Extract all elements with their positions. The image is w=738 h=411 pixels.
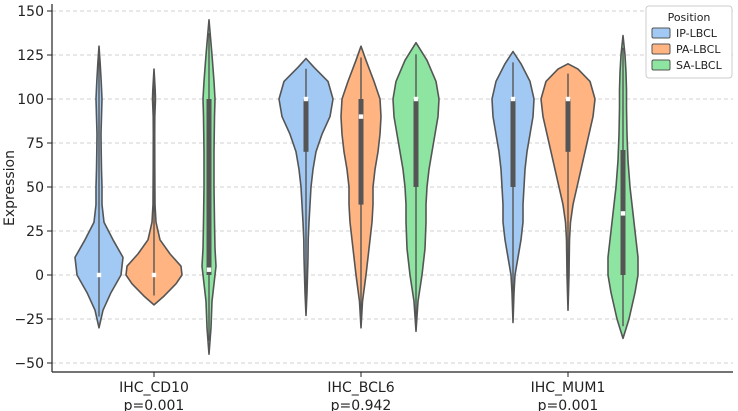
y-ticks: −50 −25 0 25 50 75 100 125 150 — [14, 4, 52, 372]
violin-iqr-box — [510, 99, 516, 187]
violin-median — [620, 211, 626, 216]
x-ticks: IHC_CD10 p=0.001 IHC_BCL6 p=0.942 IHC_MUM1 p=… — [119, 372, 605, 411]
legend-label: PA-LBCL — [676, 43, 721, 56]
y-tick-label: 0 — [35, 268, 44, 284]
violin-ihc_cd10-pa-lbcl — [125, 68, 183, 306]
legend-swatch — [651, 59, 671, 71]
legend-swatch — [651, 43, 671, 55]
violin-ihc_mum1-ip-lbcl — [491, 50, 535, 324]
violin-ihc_bcl6-pa-lbcl — [340, 45, 382, 329]
violin-median — [151, 272, 157, 278]
y-tick-label: −25 — [14, 312, 44, 328]
legend-entries: IP-LBCL PA-LBCL SA-LBCL — [651, 27, 723, 72]
violin-median — [303, 96, 309, 102]
violin-median — [565, 96, 571, 102]
y-tick-label: −50 — [14, 356, 44, 372]
x-tick-pvalue: p=0.001 — [124, 398, 185, 411]
violin-plots — [74, 19, 639, 355]
violin-ihc_cd10-ip-lbcl — [74, 45, 124, 329]
y-tick-label: 25 — [26, 224, 44, 240]
violin-iqr-box — [565, 99, 571, 152]
violin-iqr-box — [303, 99, 309, 152]
violin-iqr-box — [358, 99, 364, 205]
violin-median — [206, 267, 212, 272]
legend-swatch — [651, 27, 671, 39]
axes: Expression — [2, 4, 733, 373]
legend-label: SA-LBCL — [676, 59, 723, 72]
violin-median — [413, 96, 419, 102]
y-tick-label: 125 — [17, 48, 44, 64]
violin-median — [96, 272, 102, 278]
violin-ihc_cd10-sa-lbcl — [201, 19, 217, 355]
y-tick-label: 50 — [26, 180, 44, 196]
legend-title: Position — [668, 11, 711, 24]
y-tick-label: 150 — [17, 4, 44, 20]
legend: Position IP-LBCL PA-LBCL SA-LBCL — [645, 5, 733, 79]
violin-ihc_bcl6-sa-lbcl — [392, 41, 440, 333]
violin-iqr-box — [206, 99, 212, 275]
y-axis-title: Expression — [2, 150, 18, 226]
violin-ihc_mum1-sa-lbcl — [607, 34, 639, 340]
y-tick-label: 75 — [26, 136, 44, 152]
legend-label: IP-LBCL — [676, 27, 718, 40]
violin-median — [510, 96, 516, 102]
x-tick-pvalue: p=0.001 — [538, 398, 599, 411]
x-tick-pvalue: p=0.942 — [331, 398, 392, 411]
x-tick-label: IHC_BCL6 — [327, 380, 394, 396]
violin-ihc_bcl6-ip-lbcl — [278, 57, 334, 317]
y-tick-label: 100 — [17, 92, 44, 108]
violin-iqr-box — [413, 99, 419, 187]
x-tick-label: IHC_CD10 — [119, 380, 189, 396]
violin-median — [358, 114, 364, 119]
violin-ihc_mum1-pa-lbcl — [540, 63, 596, 311]
x-tick-label: IHC_MUM1 — [531, 380, 606, 396]
